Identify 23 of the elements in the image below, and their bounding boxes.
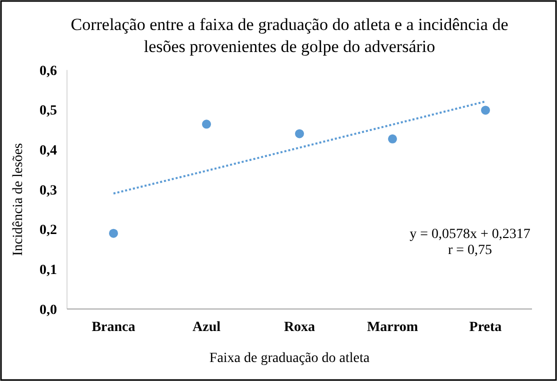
point [295,129,304,138]
point [481,106,490,115]
point [388,134,397,144]
y-tick-label: 0,4 [40,144,57,159]
annotation: r = 0,75 [448,243,492,258]
point [202,120,211,129]
chart-title: Correlação entre a faixa de graduação do atleta e a incidência de lesões provenientes de golpe do adversário [70,15,508,56]
x-axis-title: Faixa de graduação do atleta [209,351,370,366]
y-tick-label: 0,2 [40,223,57,238]
annotation: y = 0,0578x + 0,2317 [410,227,530,242]
point [109,228,118,238]
y-tick-label: 0,6 [40,64,57,79]
x-tick-label: Preta [469,320,502,335]
x-tick-label: Azul [192,320,221,335]
y-tick-label: 0,3 [40,183,57,198]
x-tick-label: Roxa [284,320,316,335]
x-tick-label: Marrom [366,320,418,335]
line-series [112,100,486,194]
y-tick-label: 0,0 [40,302,57,318]
x-tick-label: Branca [92,320,136,335]
y-axis-title: Incidência de lesões [11,143,26,256]
y-tick-label: 0,1 [40,263,57,278]
y-tick-label: 0,5 [40,104,57,119]
